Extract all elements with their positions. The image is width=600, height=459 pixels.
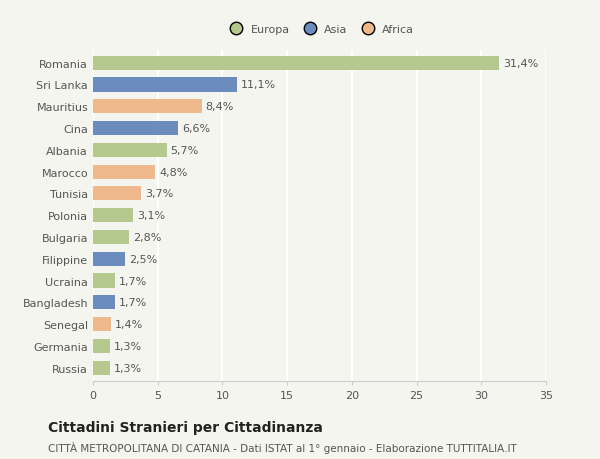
Text: 8,4%: 8,4% — [206, 102, 234, 112]
Text: 31,4%: 31,4% — [503, 59, 539, 68]
Text: 1,7%: 1,7% — [119, 298, 147, 308]
Bar — [93, 187, 141, 201]
Text: Cittadini Stranieri per Cittadinanza: Cittadini Stranieri per Cittadinanza — [48, 420, 323, 434]
Text: 1,7%: 1,7% — [119, 276, 147, 286]
Bar — [93, 143, 167, 157]
Bar — [93, 56, 499, 71]
Text: 1,4%: 1,4% — [115, 319, 143, 330]
Bar — [93, 122, 178, 136]
Bar — [93, 317, 111, 331]
Bar — [93, 252, 125, 266]
Bar — [93, 209, 133, 223]
Text: 4,8%: 4,8% — [159, 167, 187, 177]
Text: 3,7%: 3,7% — [145, 189, 173, 199]
Text: 11,1%: 11,1% — [241, 80, 275, 90]
Text: 5,7%: 5,7% — [170, 146, 199, 156]
Text: 1,3%: 1,3% — [114, 363, 142, 373]
Text: 2,5%: 2,5% — [129, 254, 157, 264]
Text: 6,6%: 6,6% — [182, 124, 211, 134]
Bar — [93, 165, 155, 179]
Bar — [93, 361, 110, 375]
Bar — [93, 100, 202, 114]
Bar — [93, 274, 115, 288]
Text: 3,1%: 3,1% — [137, 211, 165, 221]
Text: 2,8%: 2,8% — [133, 232, 161, 242]
Bar — [93, 296, 115, 310]
Text: CITTÀ METROPOLITANA DI CATANIA - Dati ISTAT al 1° gennaio - Elaborazione TUTTITA: CITTÀ METROPOLITANA DI CATANIA - Dati IS… — [48, 442, 517, 453]
Bar — [93, 78, 236, 92]
Bar — [93, 339, 110, 353]
Legend: Europa, Asia, Africa: Europa, Asia, Africa — [223, 23, 416, 37]
Text: 1,3%: 1,3% — [114, 341, 142, 351]
Bar — [93, 230, 129, 245]
